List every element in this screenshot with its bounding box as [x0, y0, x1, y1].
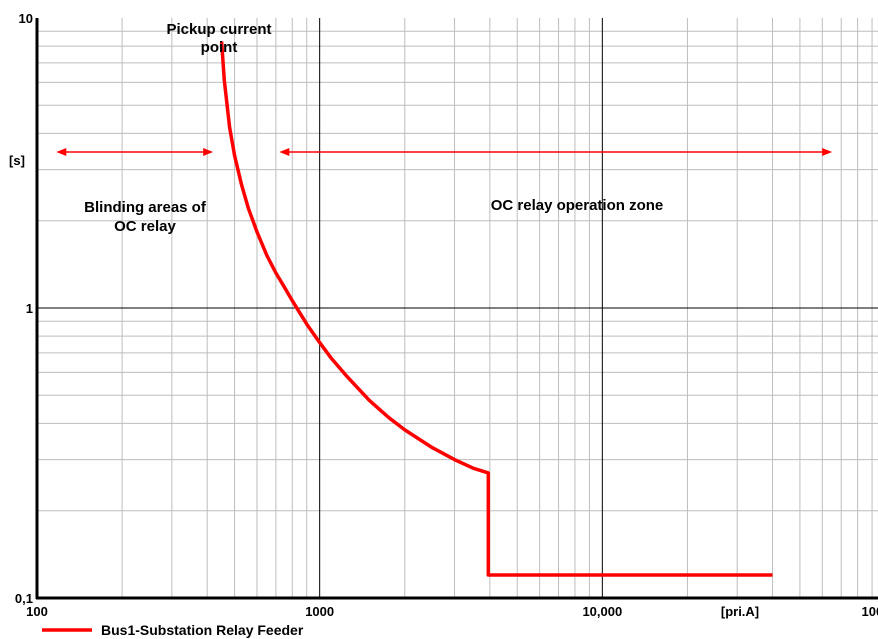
annotation-blinding-line-1: OC relay [114, 218, 176, 235]
arrow-operation-head-left [279, 148, 290, 157]
legend-label-0: Bus1-Substation Relay Feeder [101, 622, 304, 638]
axes [35, 18, 878, 600]
series-group [219, 41, 773, 577]
annotation-operation-line-0: OC relay operation zone [491, 197, 664, 214]
x-tick-label: 10,000 [582, 604, 622, 619]
x-tick-label: 1000 [305, 604, 334, 619]
annotation-pickup-line-0: Pickup current [166, 21, 271, 38]
x-tick-label: 100,000 [862, 604, 878, 619]
annotation-arrows [56, 148, 833, 157]
annotation-pickup-line-1: point [201, 39, 238, 56]
y-tick-label: 0,1 [15, 591, 33, 606]
y-axis-label: [s] [9, 153, 25, 168]
y-tick-label: 10 [19, 11, 33, 26]
series-line-0 [219, 41, 773, 577]
tick-labels: 100 1000 10,000 100,000 [pri.A] 0,1 1 10 [s] [9, 11, 878, 619]
arrow-operation-head-right [822, 148, 833, 157]
annotation-blinding-line-0: Blinding areas of [84, 199, 207, 216]
arrow-blinding-head-left [56, 148, 67, 157]
arrow-blinding-head-right [203, 148, 214, 157]
x-tick-label: 100 [26, 604, 48, 619]
x-unit-label: [pri.A] [721, 604, 759, 619]
legend: Bus1-Substation Relay Feeder [42, 622, 304, 638]
y-tick-label: 1 [26, 301, 33, 316]
